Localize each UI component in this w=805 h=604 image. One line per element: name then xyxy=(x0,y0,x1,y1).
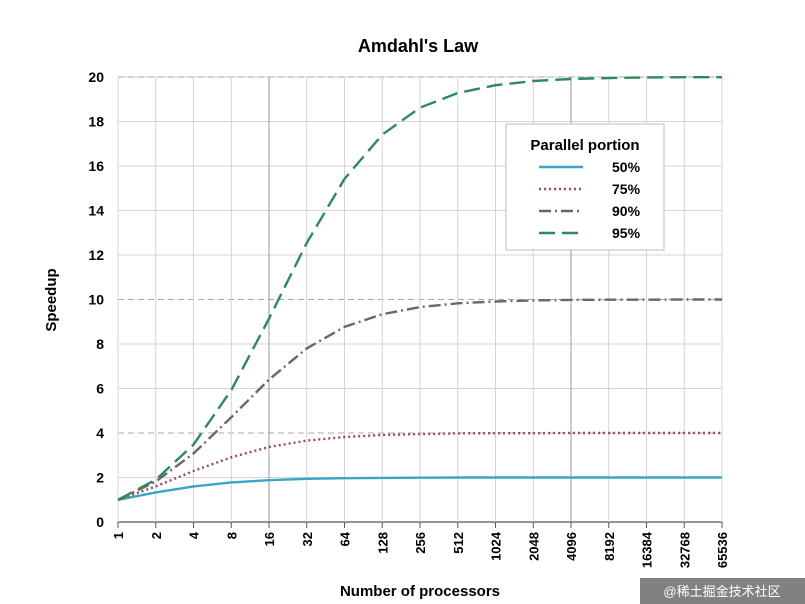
y-tick-label: 6 xyxy=(96,381,104,397)
legend-label: 75% xyxy=(612,181,641,197)
x-tick-label: 256 xyxy=(413,532,428,554)
x-tick-label: 32 xyxy=(300,532,315,546)
x-tick-label: 4096 xyxy=(564,532,579,561)
series-lines xyxy=(117,75,722,501)
series-line xyxy=(117,431,722,501)
legend-items: 50% 75% 90% 95% xyxy=(539,159,641,241)
x-tick-label: 512 xyxy=(451,532,466,554)
y-tick-label: 0 xyxy=(96,514,104,530)
x-axis-label: Number of processors xyxy=(340,583,500,600)
y-tick-label: 10 xyxy=(88,292,104,308)
x-tick-label: 32768 xyxy=(677,532,692,568)
y-tick-label: 18 xyxy=(88,114,104,130)
y-axis-label: Speedup xyxy=(43,268,60,331)
watermark: @稀土掘金技术社区 xyxy=(640,578,805,604)
x-tick-label: 2 xyxy=(149,532,164,539)
x-tick-label: 64 xyxy=(338,531,353,546)
y-tick-label: 8 xyxy=(96,336,104,352)
legend-label: 90% xyxy=(612,203,641,219)
y-tick-label: 16 xyxy=(88,158,104,174)
legend-title: Parallel portion xyxy=(530,137,639,154)
y-tick-label: 4 xyxy=(96,425,104,441)
legend: Parallel portion 50% 75% 90% 95% xyxy=(505,123,665,251)
x-tick-label: 16384 xyxy=(640,531,655,568)
legend-box xyxy=(505,123,665,251)
x-tick-label: 16 xyxy=(262,532,277,546)
x-tick-label: 2048 xyxy=(526,532,541,561)
series-line xyxy=(117,75,722,501)
series-line xyxy=(117,476,722,501)
y-tick-label: 12 xyxy=(88,247,104,263)
legend-label: 50% xyxy=(612,159,641,175)
x-tick-label: 1024 xyxy=(489,531,504,561)
y-axis-ticks: 0 2 4 6 8 10 12 14 16 18 20 xyxy=(88,69,104,530)
legend-label: 95% xyxy=(612,225,641,241)
x-tick-label: 8 xyxy=(224,532,239,539)
watermark-text: @稀土掘金技术社区 xyxy=(663,584,780,599)
series-line xyxy=(117,298,722,501)
y-tick-label: 20 xyxy=(88,69,104,85)
y-tick-label: 2 xyxy=(96,470,104,486)
x-tick-label: 1 xyxy=(111,532,126,539)
x-tick-label: 128 xyxy=(375,532,390,554)
x-tick-label: 65536 xyxy=(715,532,730,568)
x-tick-label: 8192 xyxy=(602,532,617,561)
chart-title: Amdahl's Law xyxy=(358,36,479,56)
x-axis-ticks: 1 2 4 8 16 32 64 128 256 512 1024 2048 4096 8192 16384… xyxy=(111,531,730,568)
y-tick-label: 14 xyxy=(88,203,104,219)
watermark-background xyxy=(640,578,805,604)
x-tick-label: 4 xyxy=(187,531,202,539)
